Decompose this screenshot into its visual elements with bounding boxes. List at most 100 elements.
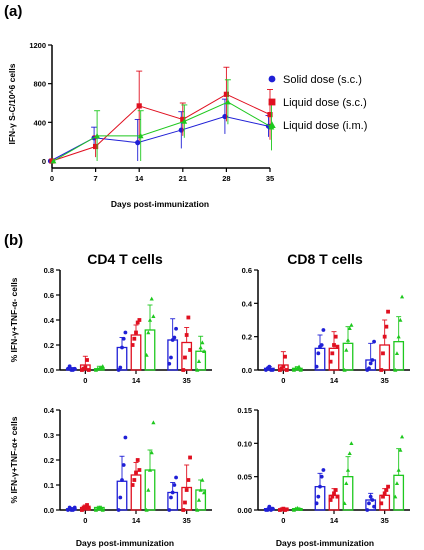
chart-a-point	[93, 143, 99, 150]
b2-point	[345, 337, 351, 342]
b3-point	[186, 478, 191, 482]
b2-point	[398, 317, 403, 322]
b3-point	[130, 483, 135, 487]
b3-point	[135, 458, 140, 462]
b2-point	[316, 351, 321, 356]
b4-y-tick-label: 0.05	[237, 473, 252, 482]
b3-point	[137, 468, 142, 472]
b4-point	[333, 488, 338, 492]
b1-y-tick-label: 0.2	[44, 341, 54, 350]
b3-point	[134, 470, 138, 475]
b1-point	[121, 336, 126, 341]
chart-a-x-tick-label: 21	[179, 174, 187, 183]
b4-point	[349, 441, 354, 446]
b1-point	[137, 318, 142, 322]
chart-a-point	[267, 112, 273, 118]
b3-point	[181, 508, 186, 512]
b4-point	[314, 501, 319, 506]
b1-point	[195, 367, 200, 372]
b4-y-tick-label: 0.00	[237, 506, 252, 515]
b3-point	[184, 488, 189, 492]
b3-point	[196, 497, 202, 502]
b3-point	[188, 455, 192, 460]
b2-bar	[379, 344, 391, 371]
b2-point	[384, 324, 389, 329]
b1-bar	[144, 329, 156, 371]
b4-point	[398, 447, 403, 452]
b4-point	[368, 494, 373, 499]
b4-point	[396, 467, 401, 472]
b3-point	[200, 477, 205, 482]
b2-point	[372, 339, 376, 344]
b4-point	[367, 501, 371, 506]
b4-point	[365, 508, 370, 512]
b2-point	[335, 344, 340, 349]
chart-b2: 0.0 0.2 0.4 0.6 0 14 35	[242, 266, 410, 385]
b2-point	[284, 368, 289, 372]
b4-point	[330, 494, 335, 499]
chart-a-point	[50, 158, 57, 164]
b3-point	[195, 507, 200, 512]
b2-point	[379, 368, 384, 372]
legend-marker	[268, 75, 276, 83]
b2-x-tick-label: 14	[330, 376, 339, 385]
b2-y-tick-label: 0.6	[242, 266, 252, 275]
b2-point	[267, 364, 272, 369]
b2-point	[270, 368, 275, 372]
b1-point	[67, 364, 72, 369]
b1-point	[147, 317, 153, 322]
b4-x-tick-label: 0	[281, 516, 285, 525]
b2-point	[342, 367, 347, 372]
chart-a-point	[181, 118, 188, 124]
b3-y-tick-label: 0.2	[44, 456, 54, 465]
b1-point	[144, 352, 149, 357]
b3-point	[83, 505, 88, 510]
b1-point	[83, 365, 88, 370]
b3-point	[149, 450, 154, 455]
legend-marker	[268, 121, 276, 129]
chart-a-point	[136, 103, 142, 109]
b2-y-tick-label: 0.0	[242, 366, 252, 375]
chart-a-y-tick-label: 1200	[29, 41, 46, 50]
b2-point	[399, 294, 405, 299]
b3-point	[167, 508, 172, 512]
b2-point	[349, 322, 354, 327]
panel-b2-title: CD8 T cells	[287, 251, 363, 267]
b1-point	[132, 336, 137, 341]
b1-point	[130, 343, 135, 347]
b1-y-tick-label: 0.0	[44, 366, 54, 375]
b2-point	[381, 351, 385, 356]
b3-point	[98, 505, 104, 510]
b1-y-tick-label: 0.4	[44, 316, 55, 325]
b1-x-tick-label: 35	[182, 376, 190, 385]
chart-b3-x-title: Days post-immunization	[76, 538, 174, 548]
b4-point	[399, 434, 405, 439]
chart-a-x-tick-label: 14	[135, 174, 144, 183]
b1-point	[123, 330, 128, 335]
b1-point	[135, 320, 140, 325]
b1-point	[120, 345, 124, 350]
b3-bar	[144, 469, 156, 511]
b1-x-tick-label: 14	[132, 376, 141, 385]
b1-point	[188, 348, 192, 352]
b2-point	[370, 358, 375, 362]
chart-b3-y-title: % IFN-γ+TNF-α+ cells	[9, 416, 19, 503]
b3-point	[116, 508, 121, 512]
b3-y-tick-label: 0.0	[44, 506, 54, 515]
b4-point	[319, 474, 324, 479]
chart-a-y-tick-label: 800	[33, 80, 46, 89]
b3-point	[100, 507, 105, 512]
b2-point	[328, 359, 333, 364]
legend-label-liquid-sc: Liquid dose (s.c.)	[283, 97, 367, 109]
b1-bar	[195, 350, 207, 371]
b2-point	[368, 361, 373, 366]
b3-point	[183, 500, 187, 505]
chart-a-series-line	[51, 93, 271, 162]
b2-bar	[342, 342, 354, 371]
b1-point	[198, 345, 203, 350]
b1-point	[196, 359, 202, 363]
b3-point	[72, 505, 77, 510]
b3-point	[201, 490, 207, 495]
b4-x-tick-label: 14	[330, 516, 339, 525]
b4-bar	[393, 474, 405, 511]
